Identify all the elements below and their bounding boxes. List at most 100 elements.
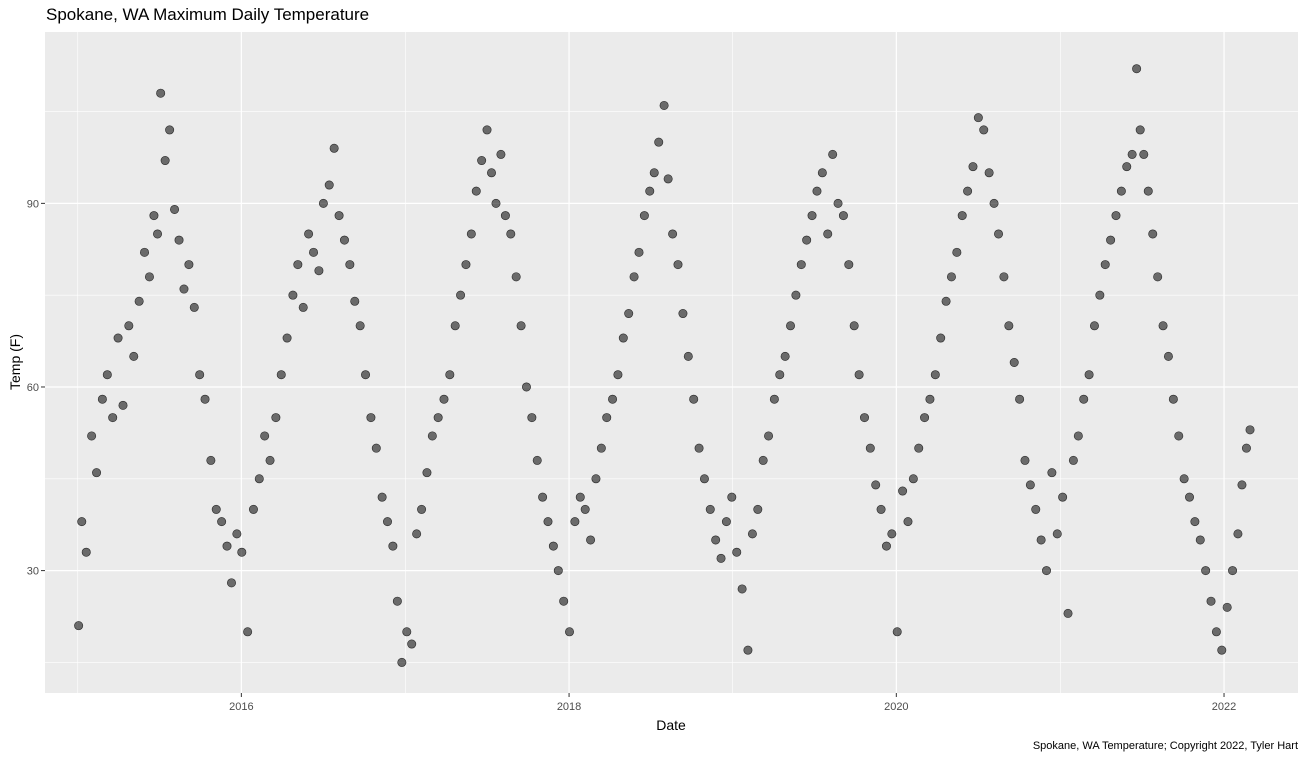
data-point	[371, 443, 381, 453]
data-point	[689, 394, 699, 404]
data-point	[427, 431, 437, 441]
data-point	[334, 211, 344, 221]
data-point	[543, 517, 553, 527]
data-point	[968, 162, 978, 172]
y-tick-label: 60	[27, 382, 39, 394]
data-point	[624, 309, 634, 319]
data-point	[1241, 443, 1251, 453]
data-point	[165, 125, 175, 135]
data-point	[591, 474, 601, 484]
data-point	[833, 198, 843, 208]
data-point	[329, 143, 339, 153]
data-point	[1201, 566, 1211, 576]
data-point	[304, 229, 314, 239]
chart-title: Spokane, WA Maximum Daily Temperature	[46, 5, 370, 24]
data-point	[456, 290, 466, 300]
data-point	[952, 247, 962, 257]
data-point	[711, 535, 721, 545]
data-point	[663, 174, 673, 184]
data-point	[1111, 211, 1121, 221]
data-point	[179, 284, 189, 294]
data-point	[769, 394, 779, 404]
data-point	[865, 443, 875, 453]
data-point	[309, 247, 319, 257]
data-point	[516, 321, 526, 331]
data-point	[764, 431, 774, 441]
data-point	[989, 198, 999, 208]
data-point	[113, 333, 123, 343]
data-point	[118, 400, 128, 410]
data-point	[412, 529, 422, 539]
data-point	[1031, 504, 1041, 514]
data-point	[743, 645, 753, 655]
data-point	[887, 529, 897, 539]
data-point	[339, 235, 349, 245]
data-points	[74, 64, 1255, 667]
data-point	[758, 455, 768, 465]
data-point	[1163, 351, 1173, 361]
y-axis: 30 60 90	[27, 198, 45, 578]
data-point	[1009, 357, 1019, 367]
data-point	[780, 351, 790, 361]
data-point	[506, 229, 516, 239]
data-point	[1020, 455, 1030, 465]
data-point	[377, 492, 387, 502]
data-point	[565, 627, 575, 637]
data-point	[232, 529, 242, 539]
data-point	[838, 211, 848, 221]
data-point	[914, 443, 924, 453]
data-point	[1095, 290, 1105, 300]
data-point	[654, 137, 664, 147]
data-point	[124, 321, 134, 331]
data-point	[496, 149, 506, 159]
data-point	[129, 351, 139, 361]
x-tick-label: 2022	[1212, 701, 1236, 713]
data-point	[936, 333, 946, 343]
data-point	[466, 229, 476, 239]
data-point	[1222, 602, 1232, 612]
data-point	[639, 211, 649, 221]
data-point	[705, 504, 715, 514]
data-point	[471, 186, 481, 196]
data-point	[271, 413, 281, 423]
data-point	[1168, 394, 1178, 404]
x-tick-label: 2020	[884, 701, 908, 713]
data-point	[859, 413, 869, 423]
data-point	[97, 394, 107, 404]
data-point	[407, 639, 417, 649]
data-point	[892, 627, 902, 637]
data-point	[149, 211, 159, 221]
data-point	[298, 302, 308, 312]
data-point	[791, 290, 801, 300]
data-point	[854, 370, 864, 380]
data-point	[1036, 535, 1046, 545]
data-point	[984, 168, 994, 178]
data-point	[532, 455, 542, 465]
data-point	[721, 517, 731, 527]
data-point	[946, 272, 956, 282]
data-point	[979, 125, 989, 135]
data-point	[732, 547, 742, 557]
data-point	[156, 88, 166, 98]
data-point	[134, 296, 144, 306]
data-point	[812, 186, 822, 196]
data-point	[355, 321, 365, 331]
data-point	[608, 394, 618, 404]
data-point	[392, 596, 402, 606]
data-point	[963, 186, 973, 196]
data-point	[668, 229, 678, 239]
data-point	[1148, 229, 1158, 239]
data-point	[1084, 370, 1094, 380]
data-point	[226, 578, 236, 588]
data-point	[345, 260, 355, 270]
data-point	[1153, 272, 1163, 282]
data-point	[487, 168, 497, 178]
data-point	[823, 229, 833, 239]
data-point	[1158, 321, 1168, 331]
data-point	[828, 149, 838, 159]
data-point	[324, 180, 334, 190]
data-point	[559, 596, 569, 606]
chart-caption: Spokane, WA Temperature; Copyright 2022,…	[1032, 740, 1298, 752]
data-point	[807, 211, 817, 221]
